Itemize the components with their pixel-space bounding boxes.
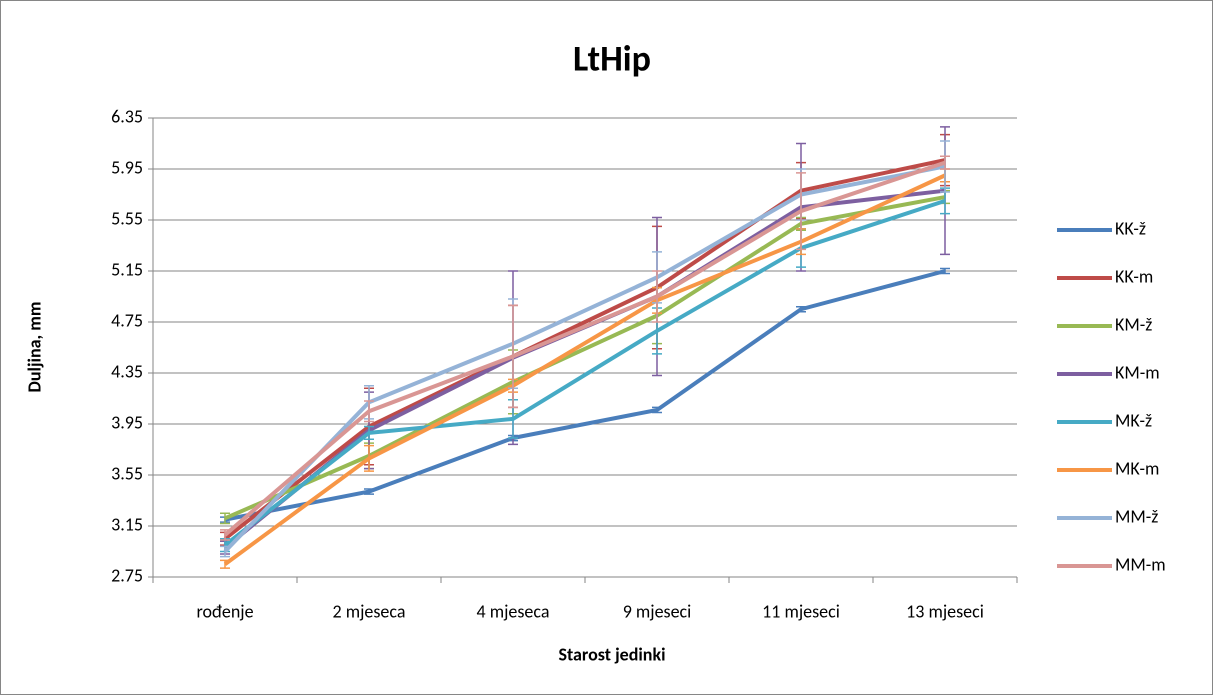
- legend-label: MK-m: [1115, 457, 1159, 479]
- error-bar: [796, 172, 806, 251]
- series-line: [223, 164, 946, 553]
- x-tick-label: 13 mjeseci: [906, 600, 984, 622]
- y-tick-label: 4.75: [111, 309, 143, 331]
- series-line: [223, 158, 946, 541]
- y-tick-label: 3.15: [111, 513, 143, 535]
- error-bar: [364, 444, 374, 472]
- x-tick-label: rođenje: [196, 600, 253, 622]
- x-axis-label: Starost jedinki: [558, 643, 665, 665]
- error-bar: [940, 267, 950, 275]
- y-tick-label: 2.75: [111, 564, 143, 586]
- error-bar: [364, 425, 374, 441]
- series-line: [223, 198, 946, 547]
- error-bar: [220, 559, 230, 569]
- error-bar: [508, 304, 518, 409]
- legend-label: MM-ž: [1115, 505, 1158, 527]
- y-tick-label: 5.15: [111, 258, 143, 280]
- legend-label: KK-m: [1115, 265, 1153, 287]
- legend-label: MK-ž: [1115, 409, 1152, 431]
- legend-label: KM-m: [1115, 361, 1160, 383]
- series-line: [224, 269, 946, 522]
- error-bar: [796, 305, 806, 313]
- y-axis-label: Duljina, mm: [23, 302, 45, 393]
- y-tick-label: 6.35: [111, 105, 143, 127]
- x-tick-label: 4 mjeseca: [477, 600, 550, 622]
- legend-label: MM-m: [1115, 553, 1166, 575]
- y-tick-label: 5.55: [111, 207, 143, 229]
- x-tick-label: 2 mjeseca: [333, 600, 406, 622]
- error-bar: [364, 400, 374, 423]
- error-bar: [220, 529, 230, 541]
- legend-label: KK-ž: [1115, 217, 1146, 239]
- error-bar: [652, 270, 662, 323]
- chart-title: LtHip: [573, 37, 651, 81]
- error-bar: [652, 406, 662, 414]
- legend-label: KM-ž: [1115, 313, 1152, 335]
- series-line: [223, 173, 946, 566]
- x-tick-label: 9 mjeseci: [623, 600, 692, 622]
- series-line: [223, 160, 946, 537]
- y-tick-label: 3.55: [111, 462, 143, 484]
- y-tick-label: 5.95: [111, 156, 143, 178]
- x-tick-label: 11 mjeseci: [762, 600, 840, 622]
- series-line: [224, 195, 946, 521]
- error-bar: [364, 488, 374, 495]
- error-bar: [220, 512, 230, 525]
- error-bar: [220, 545, 230, 558]
- error-bar: [940, 155, 950, 170]
- y-tick-label: 3.95: [111, 411, 143, 433]
- y-tick-label: 4.35: [111, 360, 143, 382]
